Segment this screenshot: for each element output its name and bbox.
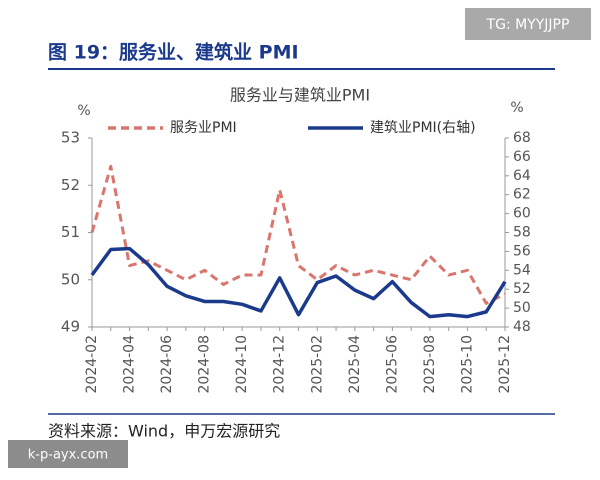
y2-axis-label: % xyxy=(510,100,523,116)
x-tick-label: 2025-12 xyxy=(497,335,513,394)
y-tick-label: 51 xyxy=(61,223,80,241)
x-tick-label: 2024-02 xyxy=(84,335,100,394)
x-tick-label: 2024-08 xyxy=(197,335,213,394)
watermark: TG: MYYJJPP xyxy=(486,17,570,33)
series-line xyxy=(90,164,506,305)
legend-label: 建筑业PMI(右轴) xyxy=(370,120,476,136)
y-tick-label: 50 xyxy=(61,270,80,288)
y2-tick-label: 60 xyxy=(513,206,531,222)
y2-tick-label: 56 xyxy=(513,243,531,259)
x-tick-label: 2025-08 xyxy=(422,335,438,394)
source-note: 资料来源：Wind，申万宏源研究 xyxy=(48,422,280,441)
header-title: 图 19：服务业、建筑业 PMI xyxy=(48,41,299,64)
y2-tick-label: 50 xyxy=(513,300,531,316)
footer-watermark: k-p-ayx.com xyxy=(28,448,108,463)
y2-tick-label: 54 xyxy=(513,262,531,278)
series-line xyxy=(90,246,507,319)
y-tick-label: 49 xyxy=(61,318,80,336)
footer-watermark-box xyxy=(8,440,128,468)
watermark-box xyxy=(465,8,591,40)
chart-title: 服务业与建筑业PMI xyxy=(230,86,370,105)
x-tick-label: 2025-02 xyxy=(309,335,325,394)
x-tick-label: 2024-12 xyxy=(272,335,288,394)
y-tick-label: 52 xyxy=(61,176,80,194)
x-tick-label: 2025-10 xyxy=(459,335,475,394)
x-tick-label: 2024-06 xyxy=(159,335,175,394)
y2-tick-label: 48 xyxy=(513,319,531,335)
x-tick-label: 2024-04 xyxy=(122,335,138,394)
x-tick-label: 2025-04 xyxy=(347,335,363,394)
y2-tick-label: 58 xyxy=(513,225,531,241)
y2-tick-label: 64 xyxy=(513,168,531,184)
y2-tick-label: 52 xyxy=(513,281,531,297)
y2-tick-label: 66 xyxy=(513,149,531,165)
y-axis-label: % xyxy=(77,103,90,119)
y2-tick-label: 68 xyxy=(513,130,531,146)
legend-label: 服务业PMI xyxy=(170,120,237,136)
y2-tick-label: 62 xyxy=(513,187,531,203)
x-tick-label: 2025-06 xyxy=(384,335,400,394)
y-tick-label: 53 xyxy=(61,129,80,147)
x-tick-label: 2024-10 xyxy=(234,335,250,394)
